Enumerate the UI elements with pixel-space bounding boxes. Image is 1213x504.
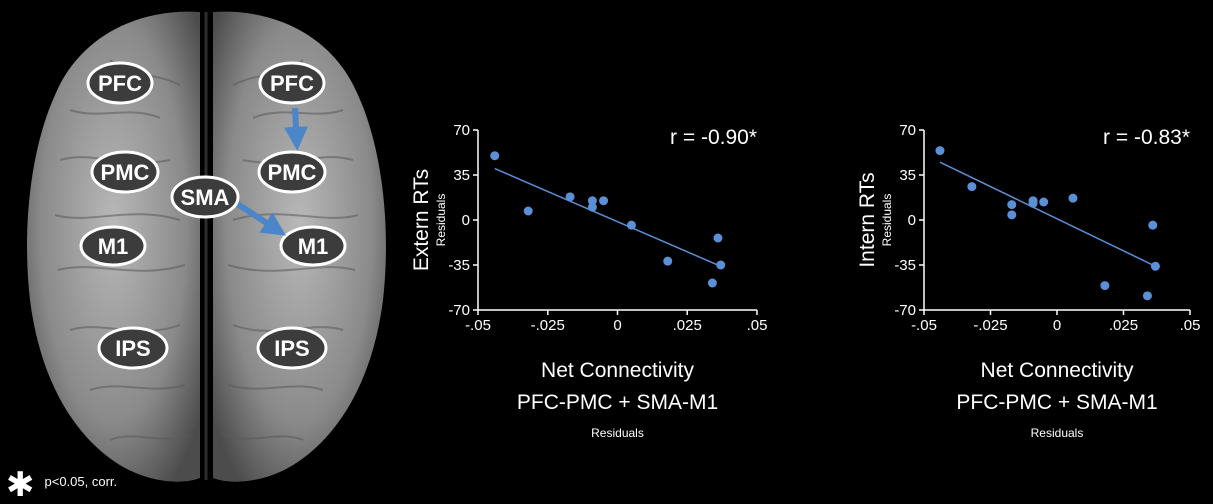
data-point bbox=[707, 278, 717, 288]
y-axis-sublabel: Residuals bbox=[880, 194, 894, 247]
x-tick-label: 0 bbox=[1053, 317, 1061, 334]
y-tick-label: 0 bbox=[908, 212, 916, 229]
y-tick-label: 35 bbox=[899, 167, 916, 184]
x-tick-label: -.025 bbox=[973, 317, 1007, 334]
region-right-ips: IPS bbox=[256, 326, 328, 370]
data-point bbox=[716, 260, 726, 270]
arrow-sma-m1-icon bbox=[234, 200, 287, 236]
x-tick-label: .05 bbox=[747, 317, 768, 334]
y-tick-label: 0 bbox=[462, 212, 470, 229]
data-point bbox=[1007, 210, 1017, 220]
footnote: ✱ p<0.05, corr. bbox=[6, 466, 118, 504]
y-tick-label: -35 bbox=[448, 257, 470, 274]
region-left-m1: M1 bbox=[79, 225, 147, 267]
asterisk-icon: ✱ bbox=[6, 466, 35, 504]
x-tick-label: .025 bbox=[1109, 317, 1138, 334]
region-right-m1: M1 bbox=[279, 225, 347, 267]
region-right-pfc-label: PFC bbox=[270, 71, 314, 96]
region-right-ips-label: IPS bbox=[274, 336, 309, 361]
data-point bbox=[587, 196, 597, 206]
region-left-m1-ellipse bbox=[79, 225, 147, 267]
region-left-m1-label: M1 bbox=[98, 234, 129, 259]
data-point bbox=[1007, 200, 1017, 210]
y-tick-label: -70 bbox=[894, 302, 916, 319]
scatter-chart-intern: 70 35 0 -35 -70-.05 -.025 0 .025 .05 r = -0.83* In… bbox=[856, 122, 1200, 440]
data-point bbox=[523, 206, 533, 216]
region-left-pmc: PMC bbox=[90, 150, 160, 194]
region-left-ips: IPS bbox=[97, 326, 169, 370]
region-right-m1-label: M1 bbox=[298, 234, 329, 259]
data-point bbox=[713, 233, 723, 243]
x-axis-label-line: PFC-PMC + SMA-M1 bbox=[517, 391, 718, 414]
x-tick-label: .025 bbox=[673, 317, 702, 334]
data-point bbox=[490, 151, 500, 161]
data-point bbox=[663, 256, 673, 266]
region-left-pmc-ellipse bbox=[90, 150, 160, 194]
data-point bbox=[587, 202, 597, 212]
x-axis-label-line: Net Connectivity bbox=[541, 359, 694, 382]
x-axis-sublabel: Residuals bbox=[591, 426, 644, 440]
region-left-ips-label: IPS bbox=[115, 336, 150, 361]
y-axis-label: Extern RTs bbox=[410, 169, 433, 271]
data-point bbox=[565, 192, 575, 202]
trend-line bbox=[494, 167, 722, 267]
data-point bbox=[626, 220, 636, 230]
region-right-pfc-ellipse bbox=[258, 61, 326, 105]
data-point bbox=[1100, 281, 1110, 291]
data-point bbox=[599, 196, 609, 206]
x-axis-sublabel: Residuals bbox=[1031, 426, 1084, 440]
region-right-pfc: PFC bbox=[258, 61, 326, 105]
x-axis-label-line: PFC-PMC + SMA-M1 bbox=[956, 391, 1157, 414]
data-point bbox=[1028, 198, 1038, 208]
data-point bbox=[1039, 197, 1049, 207]
region-right-pmc-ellipse bbox=[257, 150, 327, 194]
y-axis-sublabel: Residuals bbox=[434, 194, 448, 247]
correlation-annotation: r = -0.90* bbox=[670, 126, 757, 149]
footnote-text: p<0.05, corr. bbox=[44, 474, 118, 489]
data-point bbox=[1148, 220, 1158, 230]
data-point bbox=[1142, 291, 1152, 301]
region-left-pmc-label: PMC bbox=[101, 160, 150, 185]
region-sma: SMA bbox=[170, 175, 240, 219]
region-left-pfc: PFC bbox=[86, 61, 154, 105]
region-left-pfc-label: PFC bbox=[98, 71, 142, 96]
y-tick-label: 35 bbox=[453, 167, 470, 184]
data-point bbox=[935, 146, 945, 156]
trend-line bbox=[939, 161, 1156, 267]
y-axis-label: Intern RTs bbox=[856, 172, 879, 267]
y-tick-label: -35 bbox=[894, 257, 916, 274]
x-tick-label: -.05 bbox=[911, 317, 937, 334]
brain-image: PFC PMC M1 IPS PFC PMC M1 IPS SMA bbox=[27, 11, 386, 482]
data-point bbox=[967, 182, 977, 192]
region-sma-ellipse bbox=[170, 175, 240, 219]
x-tick-label: 0 bbox=[613, 317, 621, 334]
y-tick-label: -70 bbox=[448, 302, 470, 319]
region-sma-label: SMA bbox=[181, 185, 230, 210]
x-axis-label-line: Net Connectivity bbox=[981, 359, 1134, 382]
data-point bbox=[1068, 193, 1078, 203]
y-tick-label: 70 bbox=[453, 122, 470, 139]
region-right-pmc: PMC bbox=[257, 150, 327, 194]
correlation-annotation: r = -0.83* bbox=[1103, 126, 1190, 149]
region-right-pmc-label: PMC bbox=[268, 160, 317, 185]
scatter-chart-extern: 70 35 0 -35 -70-.05 -.025 0 .025 .05 r = -0.90* Ex… bbox=[410, 122, 767, 440]
x-tick-label: -.05 bbox=[465, 317, 491, 334]
region-right-m1-ellipse bbox=[279, 225, 347, 267]
x-tick-label: .05 bbox=[1180, 317, 1201, 334]
data-point bbox=[1150, 261, 1160, 271]
arrow-pfc-pmc-icon bbox=[284, 107, 308, 151]
x-tick-label: -.025 bbox=[531, 317, 565, 334]
y-tick-label: 70 bbox=[899, 122, 916, 139]
region-right-ips-ellipse bbox=[256, 326, 328, 370]
region-left-pfc-ellipse bbox=[86, 61, 154, 105]
region-left-ips-ellipse bbox=[97, 326, 169, 370]
